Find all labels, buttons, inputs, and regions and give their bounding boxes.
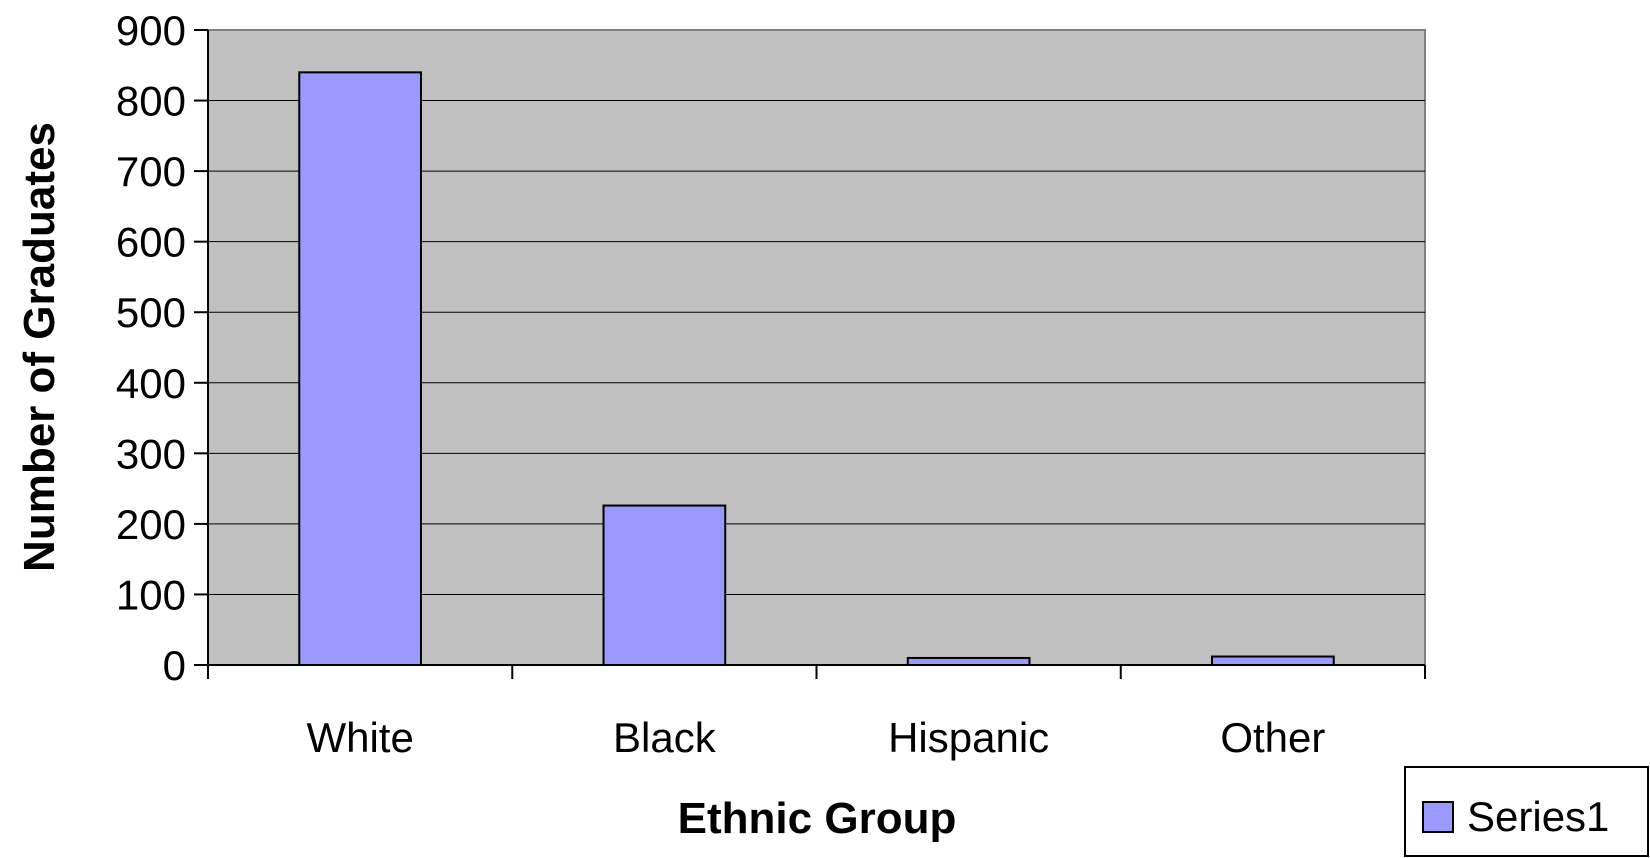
y-tick-label: 400	[116, 360, 186, 407]
y-tick-label: 700	[116, 148, 186, 195]
bar-black	[602, 504, 727, 666]
y-tick-label: 800	[116, 78, 186, 125]
y-tick-label: 0	[163, 642, 186, 689]
x-tick-label: Black	[613, 714, 717, 761]
bar-hispanic	[906, 656, 1031, 667]
bar-white	[298, 71, 422, 667]
x-axis-title: Ethnic Group	[678, 794, 957, 843]
legend: Series1	[1404, 766, 1649, 857]
y-tick-label: 200	[116, 501, 186, 548]
bar-other	[1211, 655, 1335, 666]
legend-swatch	[1422, 801, 1454, 833]
legend-label: Series1	[1467, 793, 1609, 840]
axes	[194, 29, 1426, 679]
y-tick-label: 300	[116, 430, 186, 477]
y-axis-title: Number of Graduates	[15, 122, 64, 572]
x-tick-label: White	[306, 714, 413, 761]
bars	[298, 71, 1335, 667]
y-tick-label: 600	[116, 219, 186, 266]
x-tick-label: Other	[1220, 714, 1325, 761]
y-tick-labels: 0 100 200 300 400 500 600 700 800 900	[116, 7, 186, 689]
y-tick-label: 900	[116, 7, 186, 54]
x-tick-label: Hispanic	[888, 714, 1049, 761]
x-tick-labels: White Black Hispanic Other	[306, 714, 1325, 761]
y-tick-label: 100	[116, 571, 186, 618]
y-tick-label: 500	[116, 289, 186, 336]
